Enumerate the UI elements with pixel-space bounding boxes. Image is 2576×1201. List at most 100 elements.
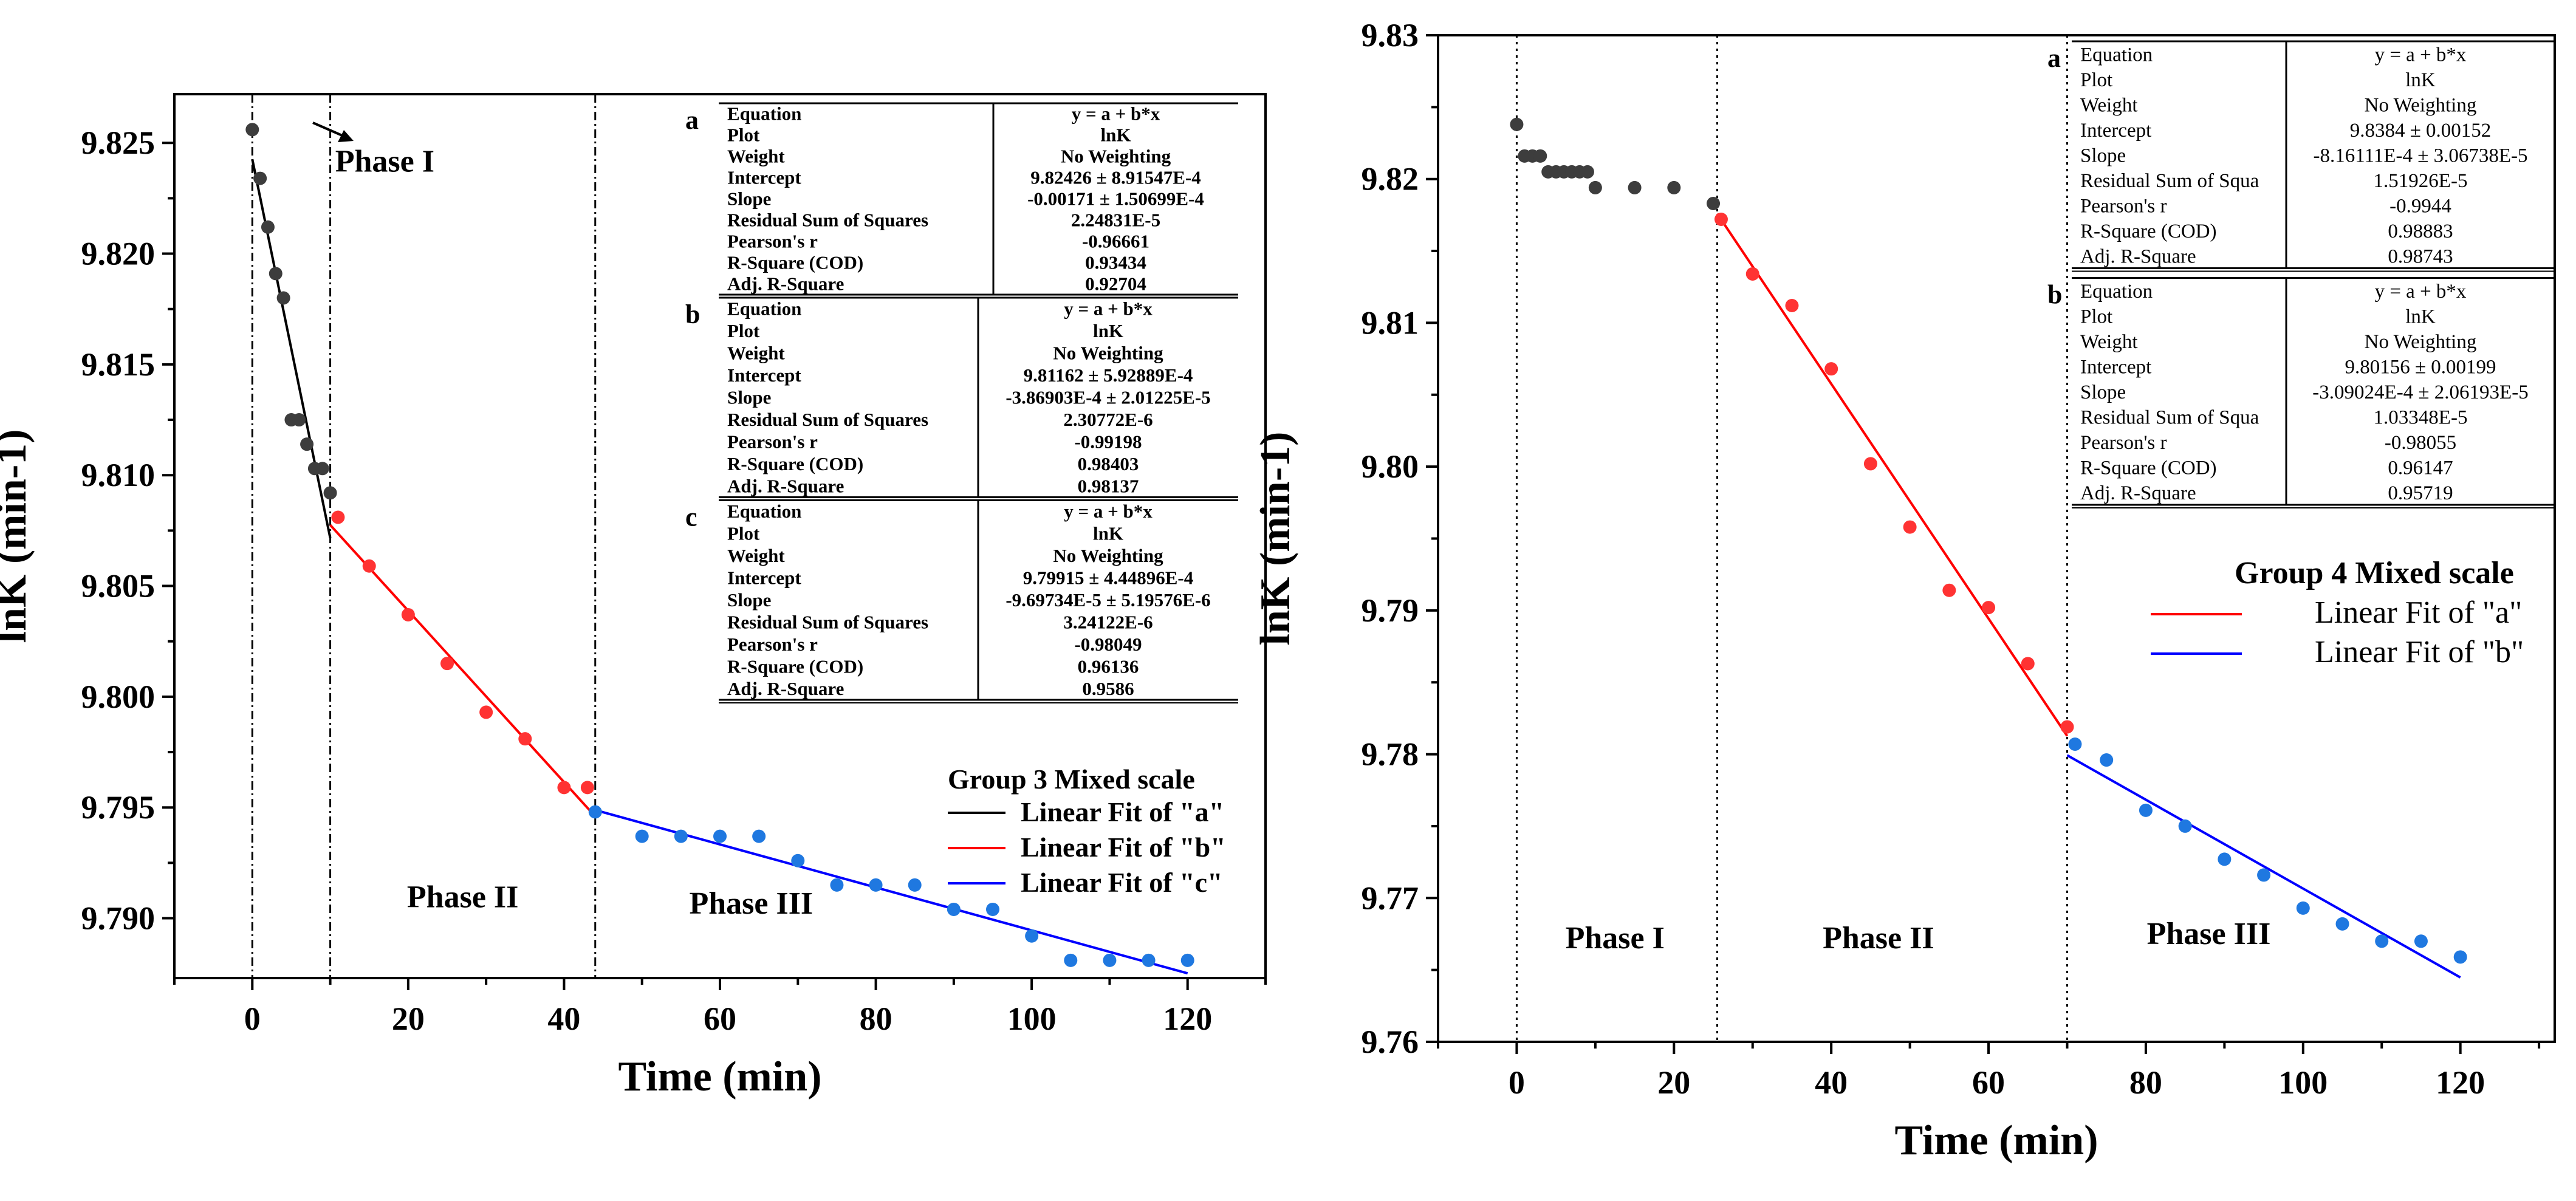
data-point — [2335, 917, 2349, 931]
y-tick-label: 9.810 — [81, 457, 156, 493]
data-point — [1942, 583, 1956, 597]
fit-line — [329, 524, 597, 818]
data-point — [315, 462, 329, 476]
table-key: Residual Sum of Squares — [727, 209, 928, 230]
table-value: y = a + b*x — [2375, 281, 2467, 303]
data-point — [674, 829, 688, 843]
table-value: 2.24831E-5 — [1071, 209, 1160, 230]
table-key: Residual Sum of Squares — [727, 409, 928, 430]
y-tick-label: 9.820 — [81, 236, 156, 272]
y-axis-label: lnK (min-1) — [1252, 432, 1299, 646]
table-key: Slope — [727, 589, 771, 611]
data-point — [588, 805, 602, 819]
data-point — [2178, 819, 2192, 833]
data-point — [1142, 953, 1156, 967]
table-key: Intercept — [2080, 356, 2151, 378]
data-point — [292, 413, 306, 427]
x-tick-label: 0 — [1509, 1064, 1525, 1101]
y-tick-label: 9.790 — [81, 900, 156, 937]
y-tick-label: 9.78 — [1362, 736, 1419, 773]
phase-label: Phase I — [335, 145, 434, 179]
x-tick-label: 120 — [2436, 1064, 2485, 1101]
legend-label: Linear Fit of "c" — [1021, 867, 1223, 898]
table-value: -9.69734E-5 ± 5.19576E-6 — [1005, 589, 1210, 611]
data-point — [2218, 852, 2232, 866]
table-key: Intercept — [2080, 120, 2151, 142]
y-tick-label: 9.825 — [81, 125, 156, 161]
data-point — [2453, 950, 2467, 964]
data-point — [752, 829, 766, 843]
data-point — [580, 781, 594, 795]
data-point — [1707, 196, 1721, 210]
table-value: 9.8384 ± 0.00152 — [2350, 120, 2492, 142]
table-key: Weight — [727, 342, 785, 363]
phase-arrow-head — [338, 130, 354, 142]
phase-label: Phase II — [1823, 921, 1934, 956]
table-value: -3.09024E-4 ± 2.06193E-5 — [2312, 382, 2528, 403]
table-key: Weight — [2080, 331, 2138, 353]
table-value: 0.96147 — [2388, 457, 2453, 479]
table-key: Intercept — [727, 567, 801, 588]
data-point — [1745, 267, 1759, 281]
table-value: No Weighting — [1053, 342, 1163, 363]
data-point — [1025, 929, 1039, 943]
table-key: Slope — [2080, 145, 2126, 166]
table-value: No Weighting — [2365, 94, 2477, 116]
table-key: Equation — [2080, 44, 2153, 66]
table-value: 9.81162 ± 5.92889E-4 — [1024, 364, 1193, 386]
y-tick-label: 9.83 — [1362, 17, 1419, 53]
data-point — [362, 559, 376, 573]
data-point — [1824, 362, 1838, 376]
table-key: Residual Sum of Squa — [2080, 406, 2259, 428]
y-tick-label: 9.815 — [81, 346, 156, 383]
x-tick-label: 100 — [2278, 1064, 2328, 1101]
legend-title: Group 3 Mixed scale — [948, 764, 1195, 795]
table-key: Adj. R-Square — [727, 273, 844, 294]
table-letter: b — [685, 299, 700, 329]
table-value: y = a + b*x — [1072, 103, 1160, 124]
table-value: lnK — [1093, 522, 1123, 544]
table-value: lnK — [2405, 69, 2436, 91]
phase-label: Phase I — [1566, 921, 1665, 956]
data-point — [791, 854, 805, 867]
x-tick-label: 60 — [1972, 1064, 2005, 1101]
x-tick-label: 60 — [704, 1001, 736, 1037]
table-key: Plot — [2080, 306, 2112, 327]
x-tick-label: 20 — [1657, 1064, 1690, 1101]
data-point — [2100, 753, 2114, 767]
table-key: Plot — [727, 124, 760, 145]
data-point — [276, 291, 290, 305]
data-point — [245, 123, 259, 137]
data-point — [1533, 149, 1547, 163]
x-tick-label: 120 — [1163, 1001, 1212, 1037]
table-key: Plot — [2080, 69, 2112, 91]
phase-label: Phase III — [689, 886, 813, 921]
data-point — [2068, 737, 2082, 751]
data-point — [1510, 117, 1524, 131]
table-value: No Weighting — [1053, 545, 1163, 566]
data-point — [1103, 953, 1117, 967]
table-key: Intercept — [727, 364, 801, 386]
table-letter: c — [685, 502, 697, 532]
data-point — [479, 705, 493, 719]
data-point — [269, 267, 283, 281]
data-point — [869, 878, 883, 892]
data-point — [830, 878, 844, 892]
table-value: 0.98403 — [1078, 453, 1139, 474]
table-letter: a — [685, 105, 699, 135]
table-key: Weight — [727, 545, 785, 566]
data-point — [300, 437, 314, 451]
legend-label: Linear Fit of "b" — [2315, 635, 2524, 669]
data-point — [635, 829, 649, 843]
data-point — [1180, 953, 1194, 967]
table-key: Adj. R-Square — [727, 678, 844, 699]
table-key: Pearson's r — [2080, 432, 2167, 454]
table-key: Residual Sum of Squares — [727, 611, 928, 632]
table-key: Weight — [2080, 94, 2138, 116]
y-tick-label: 9.79 — [1362, 592, 1419, 629]
data-point — [261, 220, 275, 234]
table-value: 9.82426 ± 8.91547E-4 — [1030, 166, 1201, 188]
x-axis-label: Time (min) — [1894, 1117, 2098, 1164]
data-point — [947, 902, 961, 916]
data-point — [2139, 803, 2153, 817]
